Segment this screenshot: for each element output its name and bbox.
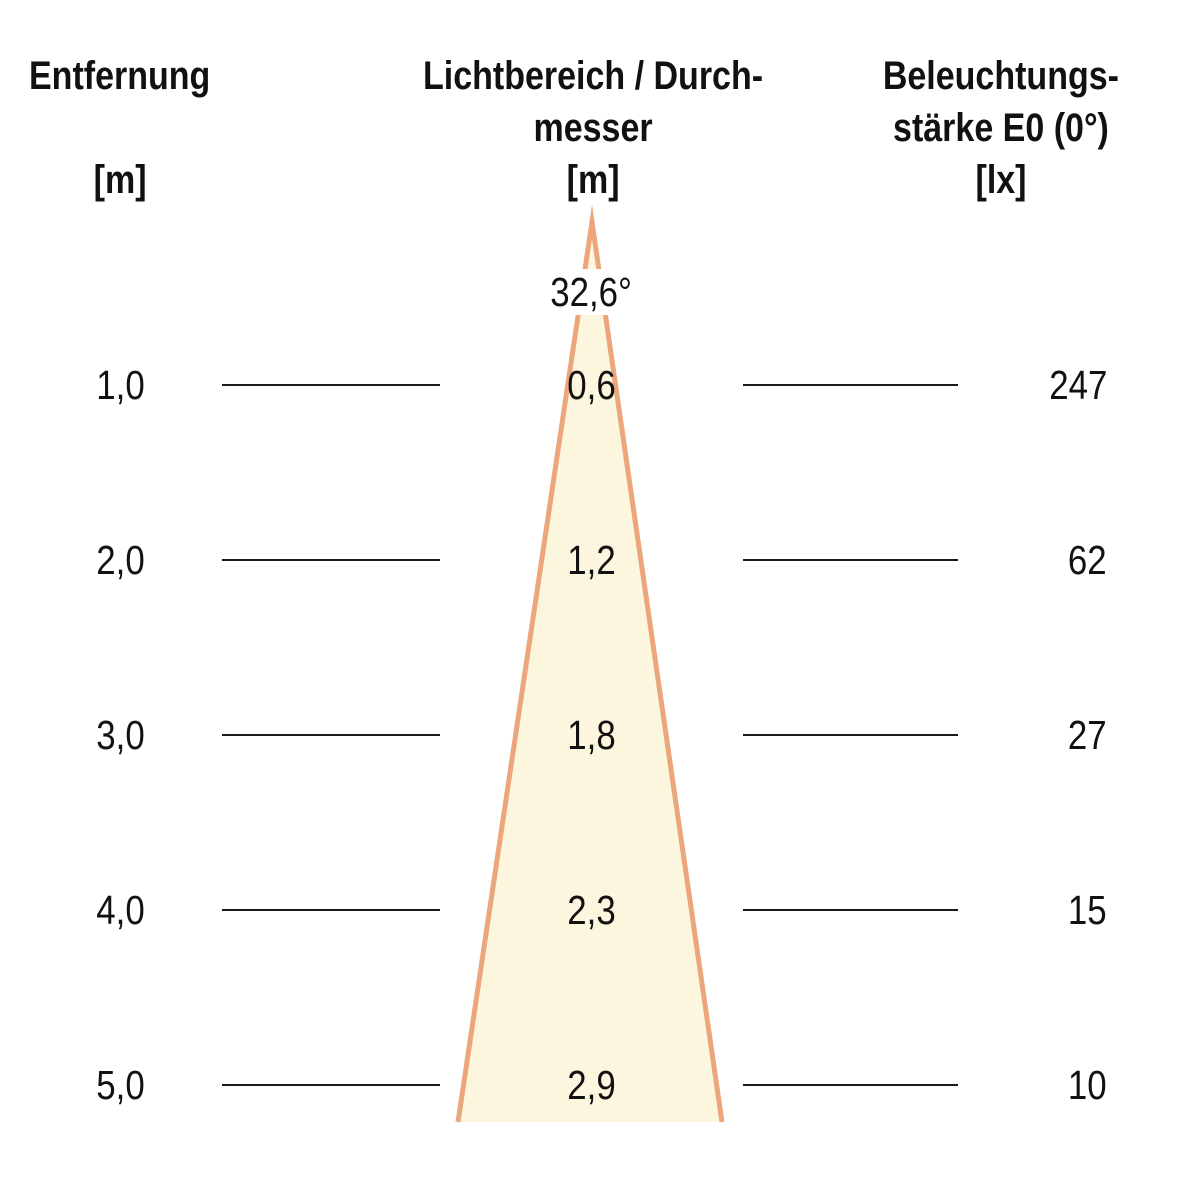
header-illuminance-title-1: Beleuchtungs- [882,54,1120,98]
header-diameter: Lichtbereich / Durch- messer [m] [393,50,793,206]
header-illuminance-unit: [lx] [975,158,1027,202]
leader-line-left [222,734,440,736]
header-diameter-unit: [m] [566,158,620,202]
header-illuminance: Beleuchtungs- stärke E0 (0°) [lx] [801,50,1182,206]
illuminance-value: 15 [1068,887,1107,933]
leader-line-right [743,734,958,736]
illuminance-value: 27 [1068,712,1107,758]
illuminance-value: 247 [1048,362,1107,408]
leader-line-right [743,909,958,911]
leader-line-right [743,559,958,561]
header-distance-title: Entfernung [29,54,211,98]
header-distance-unit: [m] [93,158,147,202]
header-illuminance-title-2: stärke E0 (0°) [893,106,1109,150]
light-cone-shape [455,204,725,1123]
header-distance: Entfernung [m] [0,50,240,206]
beam-angle-label: 32,6° [441,264,741,320]
diameter-value: 1,8 [566,712,616,758]
distance-value: 2,0 [95,537,145,583]
diameter-value: 2,3 [566,887,616,933]
diameter-value: 2,9 [566,1062,616,1108]
leader-line-left [222,384,440,386]
leader-line-right [743,1084,958,1086]
header-distance-spacer [0,102,240,154]
illuminance-value: 62 [1068,537,1107,583]
diameter-value: 0,6 [566,362,616,408]
distance-value: 3,0 [95,712,145,758]
leader-line-left [222,909,440,911]
leader-line-right [743,384,958,386]
distance-value: 4,0 [95,887,145,933]
illuminance-value: 10 [1068,1062,1107,1108]
distance-value: 5,0 [95,1062,145,1108]
header-diameter-title-1: Lichtbereich / Durch- [423,54,764,98]
leader-line-left [222,1084,440,1086]
distance-value: 1,0 [95,362,145,408]
diameter-value: 1,2 [566,537,616,583]
header-diameter-title-2: messer [533,106,653,150]
leader-line-left [222,559,440,561]
